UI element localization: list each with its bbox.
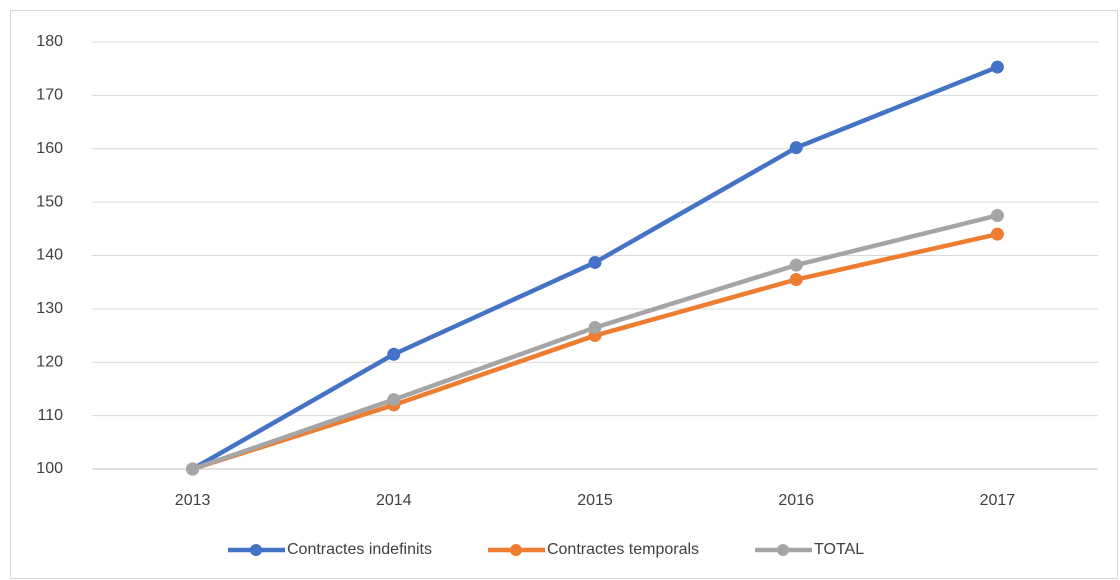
chart-frame	[10, 10, 1118, 579]
legend-label: Contractes indefinits	[287, 541, 432, 558]
y-tick-label: 180	[36, 33, 63, 50]
series-marker	[789, 273, 803, 287]
series-marker	[387, 347, 401, 361]
y-tick-label: 100	[36, 460, 63, 477]
series-marker	[186, 462, 200, 476]
y-tick-label: 110	[37, 407, 63, 424]
series-marker	[588, 321, 602, 335]
series-marker	[990, 60, 1004, 74]
y-tick-label: 120	[36, 353, 63, 370]
series-marker	[387, 393, 401, 407]
x-tick-label: 2017	[980, 492, 1016, 509]
series-marker	[588, 255, 602, 269]
series-marker	[789, 258, 803, 272]
y-tick-label: 130	[36, 300, 63, 317]
y-tick-label: 140	[36, 247, 63, 264]
x-tick-label: 2016	[778, 492, 814, 509]
series-marker	[990, 208, 1004, 222]
x-tick-label: 2014	[376, 492, 412, 509]
legend-marker	[250, 544, 262, 556]
y-tick-label: 170	[36, 87, 63, 104]
legend-marker	[509, 544, 522, 556]
legend-label: Contractes temporals	[547, 541, 699, 558]
y-tick-label: 150	[36, 193, 63, 210]
legend-marker	[777, 544, 790, 556]
series-marker	[789, 141, 803, 155]
x-tick-label: 2013	[175, 492, 211, 509]
y-tick-label: 160	[36, 140, 63, 157]
x-tick-label: 2015	[577, 492, 613, 509]
legend-label: TOTAL	[814, 541, 864, 558]
series-marker	[990, 227, 1004, 241]
